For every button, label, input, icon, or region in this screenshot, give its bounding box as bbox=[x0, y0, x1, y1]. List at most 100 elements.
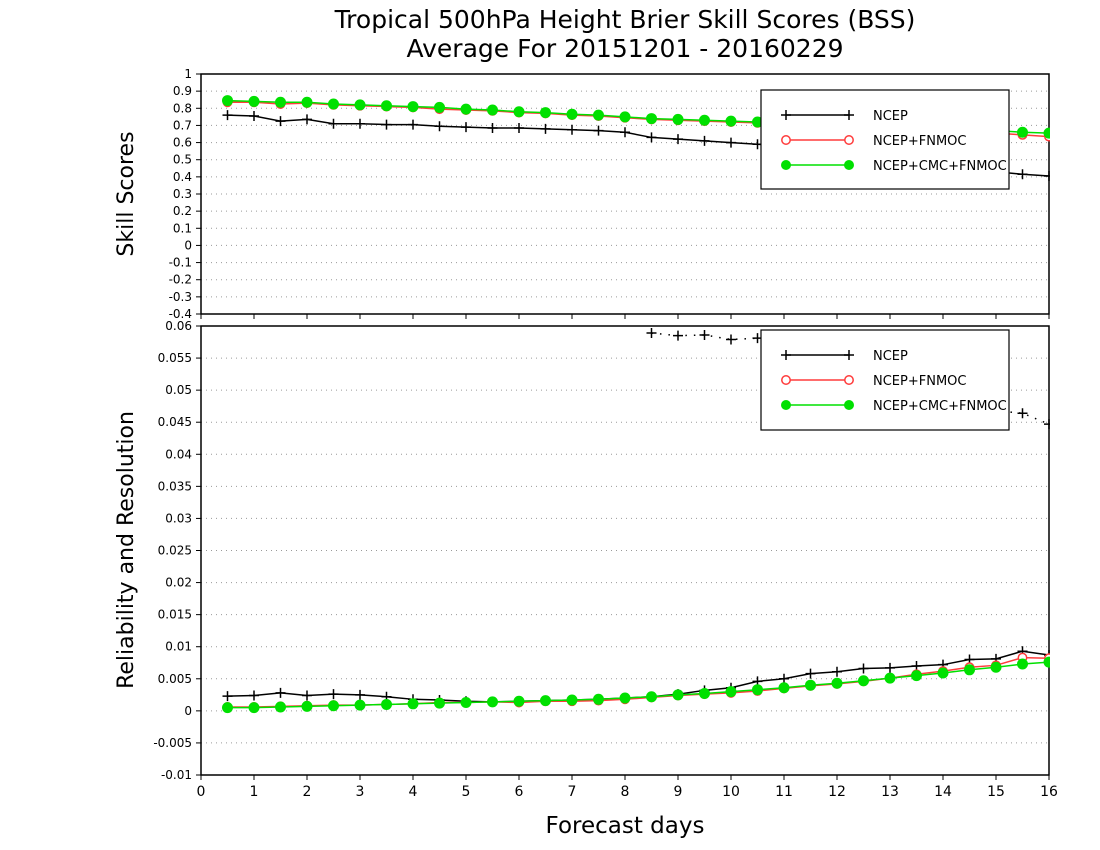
data-point bbox=[619, 111, 631, 123]
data-point bbox=[673, 134, 683, 145]
y-tick-label: 0.8 bbox=[173, 101, 192, 115]
y-tick-label: 0.005 bbox=[158, 672, 192, 686]
data-point bbox=[673, 330, 683, 341]
data-point bbox=[805, 679, 816, 691]
data-point bbox=[249, 690, 259, 701]
legend-marker bbox=[781, 400, 791, 410]
y-tick-label: 0.025 bbox=[158, 544, 192, 558]
data-point bbox=[1017, 658, 1028, 670]
legend-marker bbox=[844, 350, 854, 360]
legend-marker bbox=[844, 135, 854, 145]
legend-label: NCEP+FNMOC bbox=[873, 134, 966, 149]
data-point bbox=[752, 684, 763, 696]
y-tick-label: 0.035 bbox=[158, 479, 192, 493]
legend-label: NCEP bbox=[873, 349, 908, 364]
y-tick-label: 0.3 bbox=[173, 187, 192, 201]
chart-title-line2: Average For 20151201 - 20160229 bbox=[406, 34, 843, 63]
data-point bbox=[249, 111, 259, 121]
data-point bbox=[911, 670, 922, 682]
data-point bbox=[487, 696, 498, 708]
series-line-ncep bbox=[227, 650, 1050, 703]
data-point bbox=[566, 694, 578, 706]
legend-marker bbox=[781, 160, 791, 170]
y-tick-label: -0.005 bbox=[153, 736, 192, 750]
data-point bbox=[248, 95, 260, 107]
legend-label: NCEP+CMC+FNMOC bbox=[873, 399, 1007, 414]
data-point bbox=[1043, 127, 1050, 139]
data-point bbox=[619, 692, 631, 704]
data-point bbox=[725, 115, 737, 127]
x-tick-label: 15 bbox=[987, 784, 1005, 800]
data-point bbox=[302, 690, 312, 701]
data-point bbox=[567, 124, 577, 135]
data-point bbox=[726, 137, 736, 148]
data-point bbox=[301, 96, 313, 108]
data-point bbox=[434, 121, 445, 132]
data-point bbox=[778, 682, 790, 694]
x-tick-label: 11 bbox=[775, 784, 793, 800]
x-tick-label: 7 bbox=[568, 784, 577, 800]
y-tick-label: 0.4 bbox=[173, 170, 192, 184]
data-point bbox=[513, 106, 525, 118]
data-point bbox=[514, 123, 524, 133]
data-point bbox=[302, 114, 312, 125]
data-point bbox=[937, 667, 949, 679]
data-point bbox=[434, 697, 445, 709]
data-point bbox=[646, 691, 657, 703]
data-point bbox=[275, 701, 286, 713]
chart-title-line1: Tropical 500hPa Height Brier Skill Score… bbox=[334, 5, 916, 34]
data-point bbox=[672, 113, 684, 125]
data-point bbox=[355, 689, 365, 700]
data-point bbox=[460, 697, 472, 709]
legend-marker bbox=[844, 110, 854, 120]
data-point bbox=[646, 113, 657, 125]
data-point bbox=[725, 686, 737, 698]
x-tick-label: 6 bbox=[515, 784, 524, 800]
data-point bbox=[328, 98, 339, 110]
y-tick-label: 0.5 bbox=[173, 153, 192, 167]
data-point bbox=[487, 123, 498, 133]
data-point bbox=[646, 132, 657, 143]
data-point bbox=[779, 673, 789, 684]
y-tick-label: 0.04 bbox=[165, 447, 192, 461]
data-point bbox=[540, 107, 551, 119]
y-tick-label: 0.2 bbox=[173, 204, 192, 218]
y-tick-label: -0.01 bbox=[161, 768, 192, 782]
data-point bbox=[646, 328, 657, 339]
data-point bbox=[407, 698, 419, 710]
y-tick-label: 0 bbox=[184, 238, 192, 252]
data-point bbox=[990, 661, 1002, 673]
y-tick-label: 0.02 bbox=[165, 576, 192, 590]
x-tick-label: 13 bbox=[881, 784, 899, 800]
data-point bbox=[381, 119, 392, 130]
data-point bbox=[222, 95, 233, 107]
data-point bbox=[354, 99, 366, 111]
data-point bbox=[275, 96, 286, 108]
data-point bbox=[381, 100, 392, 112]
data-point bbox=[858, 663, 869, 674]
data-point bbox=[885, 662, 895, 673]
data-point bbox=[355, 118, 365, 129]
data-point bbox=[699, 135, 710, 146]
x-axis-label: Forecast days bbox=[546, 813, 705, 839]
data-point bbox=[248, 702, 260, 714]
legend-marker bbox=[781, 375, 791, 385]
data-point bbox=[699, 114, 710, 126]
legend-marker bbox=[781, 110, 791, 120]
series-line-ncep-cmc-fnmoc bbox=[227, 661, 1050, 709]
data-point bbox=[434, 101, 445, 113]
x-tick-label: 1 bbox=[250, 784, 259, 800]
y-tick-label: -0.3 bbox=[169, 290, 192, 304]
data-point bbox=[354, 699, 366, 711]
legend-label: NCEP bbox=[873, 109, 908, 124]
data-point bbox=[275, 116, 286, 127]
data-point bbox=[461, 122, 471, 133]
data-point bbox=[460, 103, 472, 115]
data-point bbox=[566, 108, 578, 120]
data-point bbox=[593, 109, 604, 121]
data-point bbox=[408, 119, 418, 130]
y-tick-label: 0.045 bbox=[158, 415, 192, 429]
data-point bbox=[487, 104, 498, 116]
y-tick-label: 0.03 bbox=[165, 511, 192, 525]
